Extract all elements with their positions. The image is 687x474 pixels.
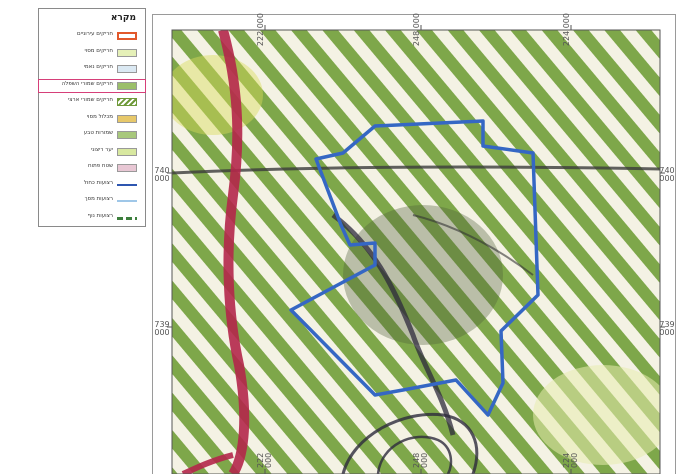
legend-item-label: רצועות נוף: [87, 212, 113, 219]
grid-label-left-2: 739 000: [154, 320, 170, 337]
legend-item: שטח פתוח: [43, 161, 143, 175]
map-canvas[interactable]: [153, 15, 675, 474]
legend-item-label: יער ריצוני: [90, 146, 113, 153]
terrain-patch-yellow: [172, 55, 263, 135]
dark-road-curve: [341, 412, 479, 474]
legend-title: מקרא: [110, 13, 136, 23]
legend-swatch-icon: [117, 200, 137, 202]
terrain-patch-dark: [343, 205, 503, 345]
legend-item: חריקים עירוניים: [43, 29, 143, 43]
grid-label-top-3: 224 000: [562, 13, 571, 47]
legend-item: חריקים נאמי: [43, 62, 143, 76]
legend-item: שמורות טבע: [43, 128, 143, 142]
legend-item: רצועות מסך: [43, 194, 143, 208]
legend-swatch-icon: [117, 98, 137, 106]
legend-swatch-icon: [117, 164, 137, 172]
dark-road-ring: [376, 435, 453, 474]
grid-label-top-2: 248 000: [412, 13, 421, 47]
legend-item-label: חריקים שמורי ארצי: [68, 97, 113, 103]
terrain-patch-light: [533, 365, 660, 465]
legend-swatch-icon: [117, 48, 137, 57]
grid-label-bottom-3: 224 000: [562, 452, 579, 469]
legend-item: רצועות נוף: [43, 211, 143, 225]
grid-label-bottom-1: 222 000: [256, 452, 273, 469]
map-legend: מקרא חריקים עירוניים חריקים מסוי חריקים נא…: [38, 8, 146, 227]
legend-item-label: חריקים עירוניים: [76, 31, 113, 37]
dark-road-horizontal: [172, 165, 660, 175]
plan-boundary-outline: [289, 119, 540, 417]
grid-label-left-1: 740 000: [154, 166, 170, 183]
legend-item: חריקים שמורי ארצי: [43, 95, 143, 109]
legend-swatch-icon: [117, 183, 137, 186]
map-inner-border: [171, 29, 661, 474]
road-red-branch: [181, 452, 234, 474]
legend-item-label: שמורות טבע: [83, 130, 113, 136]
legend-item: חריקים שמורי השפלה: [43, 79, 143, 93]
grid-label-top-1: 222 000: [256, 13, 265, 47]
legend-swatch-icon: [117, 114, 137, 123]
grid-label-right-1: 740 000: [659, 166, 675, 183]
legend-item: חריקים מסוי: [43, 46, 143, 60]
grid-ticks: [167, 25, 665, 474]
legend-item-label: רצועות מסך: [84, 196, 113, 202]
legend-item-label: רצועות כחול: [83, 179, 113, 186]
legend-item: רצועות כחול: [43, 178, 143, 192]
legend-item-label: מכלול מסוי: [86, 113, 113, 120]
legend-item: מכלול מסוי: [43, 112, 143, 126]
legend-swatch-icon: [117, 81, 137, 90]
legend-item: יער ריצוני: [43, 145, 143, 159]
main-road-red: [218, 30, 250, 474]
dark-road-diagonal: [412, 214, 534, 276]
legend-swatch-icon: [117, 147, 137, 156]
legend-item-label: חריקים שמורי השפלה: [61, 80, 113, 87]
legend-item-label: שטח פתוח: [88, 163, 113, 169]
grid-label-right-2: 739 000: [659, 320, 675, 337]
legend-highlight-box: [38, 79, 146, 93]
legend-swatch-icon: [117, 216, 137, 220]
legend-item-label: חריקים נאמי: [83, 64, 113, 70]
legend-item-label: חריקים מסוי: [84, 47, 114, 54]
legend-swatch-icon: [117, 32, 137, 40]
map-frame: 222 000 248 000 224 000 222 000 248 000 …: [152, 13, 676, 474]
grid-label-bottom-2: 248 000: [412, 452, 429, 469]
legend-swatch-icon: [117, 131, 137, 139]
legend-swatch-icon: [117, 65, 137, 73]
